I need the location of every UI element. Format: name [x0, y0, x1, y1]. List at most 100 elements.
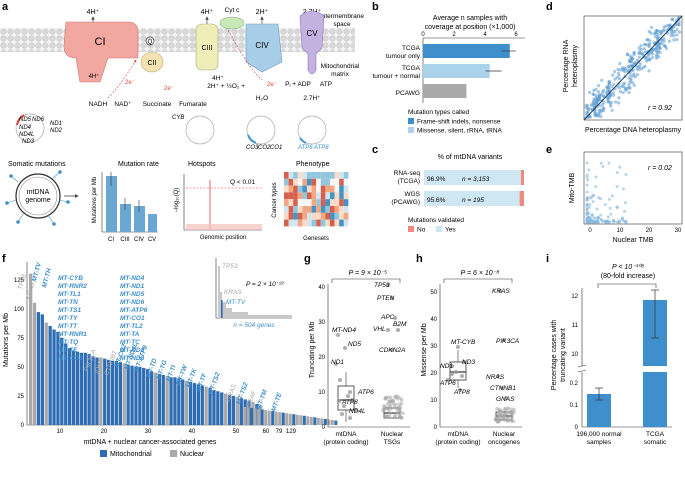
- f-lbl-mt-tl2: MT-TL2: [120, 323, 143, 330]
- heatmap-cell: [339, 192, 344, 200]
- e-point: [601, 165, 605, 169]
- d-point: [641, 65, 645, 70]
- mut-rate-bar-ciii: [120, 204, 131, 232]
- f-bar: [196, 384, 200, 425]
- f-lbl-mt-rnr2: MT-RNR2: [58, 283, 87, 290]
- heatmap-cell: [339, 185, 344, 193]
- f-bar-tail: [246, 407, 250, 425]
- heatmap-cell: [330, 178, 335, 186]
- f-lbl-kras: KRAS: [25, 281, 37, 301]
- d-point: [664, 24, 668, 28]
- f-bar-tail: [302, 415, 306, 425]
- f-lbl-idh1: IDH1: [93, 358, 105, 375]
- f-lbl-mt-te: MT-TE: [58, 347, 78, 354]
- f-lbl-mt-atp6: MT-ATP6: [120, 307, 148, 314]
- d-point: [638, 62, 643, 66]
- d-point: [629, 56, 634, 60]
- heatmap-cell: [316, 172, 321, 179]
- heatmap-cell: [330, 199, 335, 206]
- d-point: [618, 62, 622, 66]
- heatmap-cell: [302, 185, 307, 193]
- g-points-mtdna: [334, 333, 358, 420]
- f-bar: [68, 348, 72, 425]
- heatmap-cell: [339, 219, 344, 227]
- e-point: [608, 206, 612, 210]
- f-xtick-129: 129: [286, 429, 297, 435]
- panel-f: f Mutations per Mb 0 25 50 75 100 125 MT…: [2, 253, 338, 458]
- e-point: [590, 213, 594, 217]
- e-point: [595, 207, 599, 211]
- d-point: [652, 32, 657, 36]
- g-point: [386, 283, 390, 287]
- f-bar-tail: [274, 411, 278, 425]
- g-x1-l1: mtDNA: [336, 431, 358, 438]
- heatmap-cell: [307, 172, 312, 179]
- heatmap-cell: [311, 172, 317, 179]
- heatmap-cell: [288, 212, 294, 220]
- heatmap-cell: [288, 185, 294, 193]
- g-point: [393, 316, 397, 320]
- e-point: [624, 201, 628, 205]
- heatmap-cell: [334, 199, 340, 206]
- g-point: [394, 402, 398, 407]
- f-bar: [56, 331, 60, 425]
- e-point: [603, 203, 607, 207]
- h-point: [462, 360, 466, 364]
- heatmap-cell: [284, 178, 289, 186]
- c-legend-swatch-yes: [436, 226, 442, 232]
- heatmap-cell: [330, 206, 335, 213]
- gene-nd5: ND5: [19, 117, 32, 123]
- f-bar-tail: [316, 417, 320, 425]
- f-inset-mt-tv: MT-TV: [226, 299, 246, 306]
- d-point: [651, 56, 655, 60]
- f-bar: [107, 359, 111, 425]
- h-point: [454, 370, 458, 374]
- f-lbl-mt-te2: MT-TE: [270, 391, 283, 412]
- heatmap-cell: [330, 212, 335, 220]
- f-bar: [126, 364, 130, 425]
- heatmap-cell: [334, 219, 340, 227]
- complex-v: [299, 10, 325, 75]
- heatmap-cell: [320, 185, 326, 193]
- c-row2-l2: (PCAWG): [391, 199, 420, 206]
- gene-co3: CO3: [246, 145, 259, 151]
- heatmap-cell: [288, 178, 294, 186]
- heatmap-cell: [339, 206, 344, 213]
- f-bar-tail: [313, 417, 317, 425]
- d-point: [609, 104, 613, 108]
- f-bar: [44, 322, 48, 425]
- f-inset-n: n = 504 genes: [233, 322, 275, 329]
- f-bar: [99, 357, 103, 425]
- c-legend-no: No: [417, 227, 426, 234]
- f-bar: [192, 383, 197, 425]
- d-point: [631, 68, 635, 72]
- heatmap-cell: [316, 185, 321, 193]
- d-point: [591, 104, 595, 108]
- d-point: [600, 78, 604, 82]
- b-title1: Average n samples with: [433, 15, 507, 22]
- heatmap-cell: [297, 178, 303, 186]
- heatmap-cell: [293, 185, 298, 193]
- f-bar: [212, 390, 216, 425]
- d-point: [632, 51, 636, 55]
- d-point: [672, 34, 676, 38]
- f-bar-tail: [323, 418, 327, 425]
- heatmap-cell: [307, 219, 312, 227]
- f-ytick-75: 75: [17, 336, 24, 342]
- f-bar: [87, 353, 91, 425]
- mini-genome-ciii: [185, 115, 215, 145]
- f-xticks: 10 20 30 40 50 60 79 129: [57, 429, 297, 435]
- g-point: [348, 416, 352, 420]
- f-bar-tail: [327, 419, 331, 425]
- heatmap-cell: [288, 192, 294, 200]
- b-bar-2: [423, 84, 467, 98]
- f-lbl-mt-rnr1: MT-RNR1: [58, 331, 87, 338]
- e-point: [617, 220, 621, 224]
- panel-c: c % of mtDNA variants RNA-seq (TCGA) WGS…: [372, 144, 524, 234]
- b-bar-1: [423, 64, 490, 78]
- d-point: [608, 95, 612, 99]
- cyt-c: [219, 16, 245, 30]
- f-bar: [220, 392, 224, 425]
- heatmap-cell: [311, 206, 317, 213]
